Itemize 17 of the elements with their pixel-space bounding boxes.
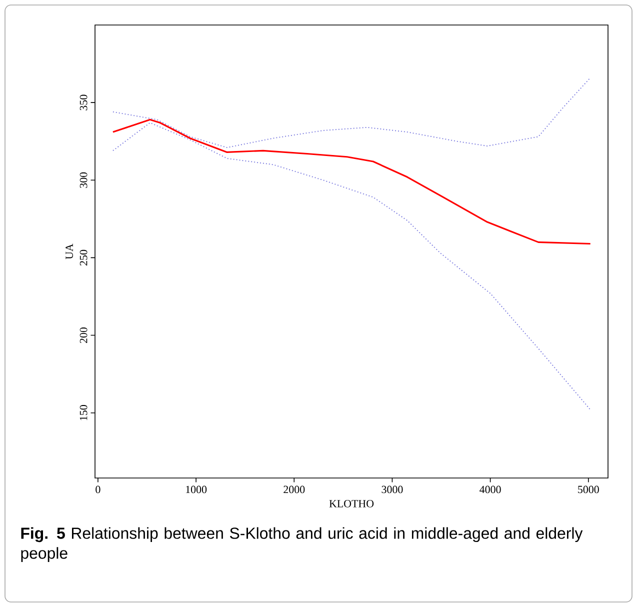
y-tick-label: 200 xyxy=(80,327,88,344)
x-axis-title: KLOTHO xyxy=(329,500,374,508)
x-tick-label: 0 xyxy=(96,486,100,494)
y-tick-label: 350 xyxy=(80,94,88,110)
line-series xyxy=(112,122,591,410)
y-axis-title: UA xyxy=(66,244,74,260)
x-tick-label: 5000 xyxy=(578,486,599,494)
y-tick-label: 300 xyxy=(80,172,88,188)
x-tick-label: 3000 xyxy=(382,486,403,494)
x-tick-label: 1000 xyxy=(186,486,207,494)
x-tick-label: 2000 xyxy=(284,486,305,494)
line-series xyxy=(112,77,591,148)
x-tick-label: 4000 xyxy=(480,486,501,494)
y-tick-label: 150 xyxy=(80,405,88,420)
line-series xyxy=(112,118,592,245)
y-tick-label: 250 xyxy=(80,250,88,266)
text: Fig. 5 Relationship between S-Klotho and uric acid in middle-aged and elderly people xyxy=(21,527,583,562)
